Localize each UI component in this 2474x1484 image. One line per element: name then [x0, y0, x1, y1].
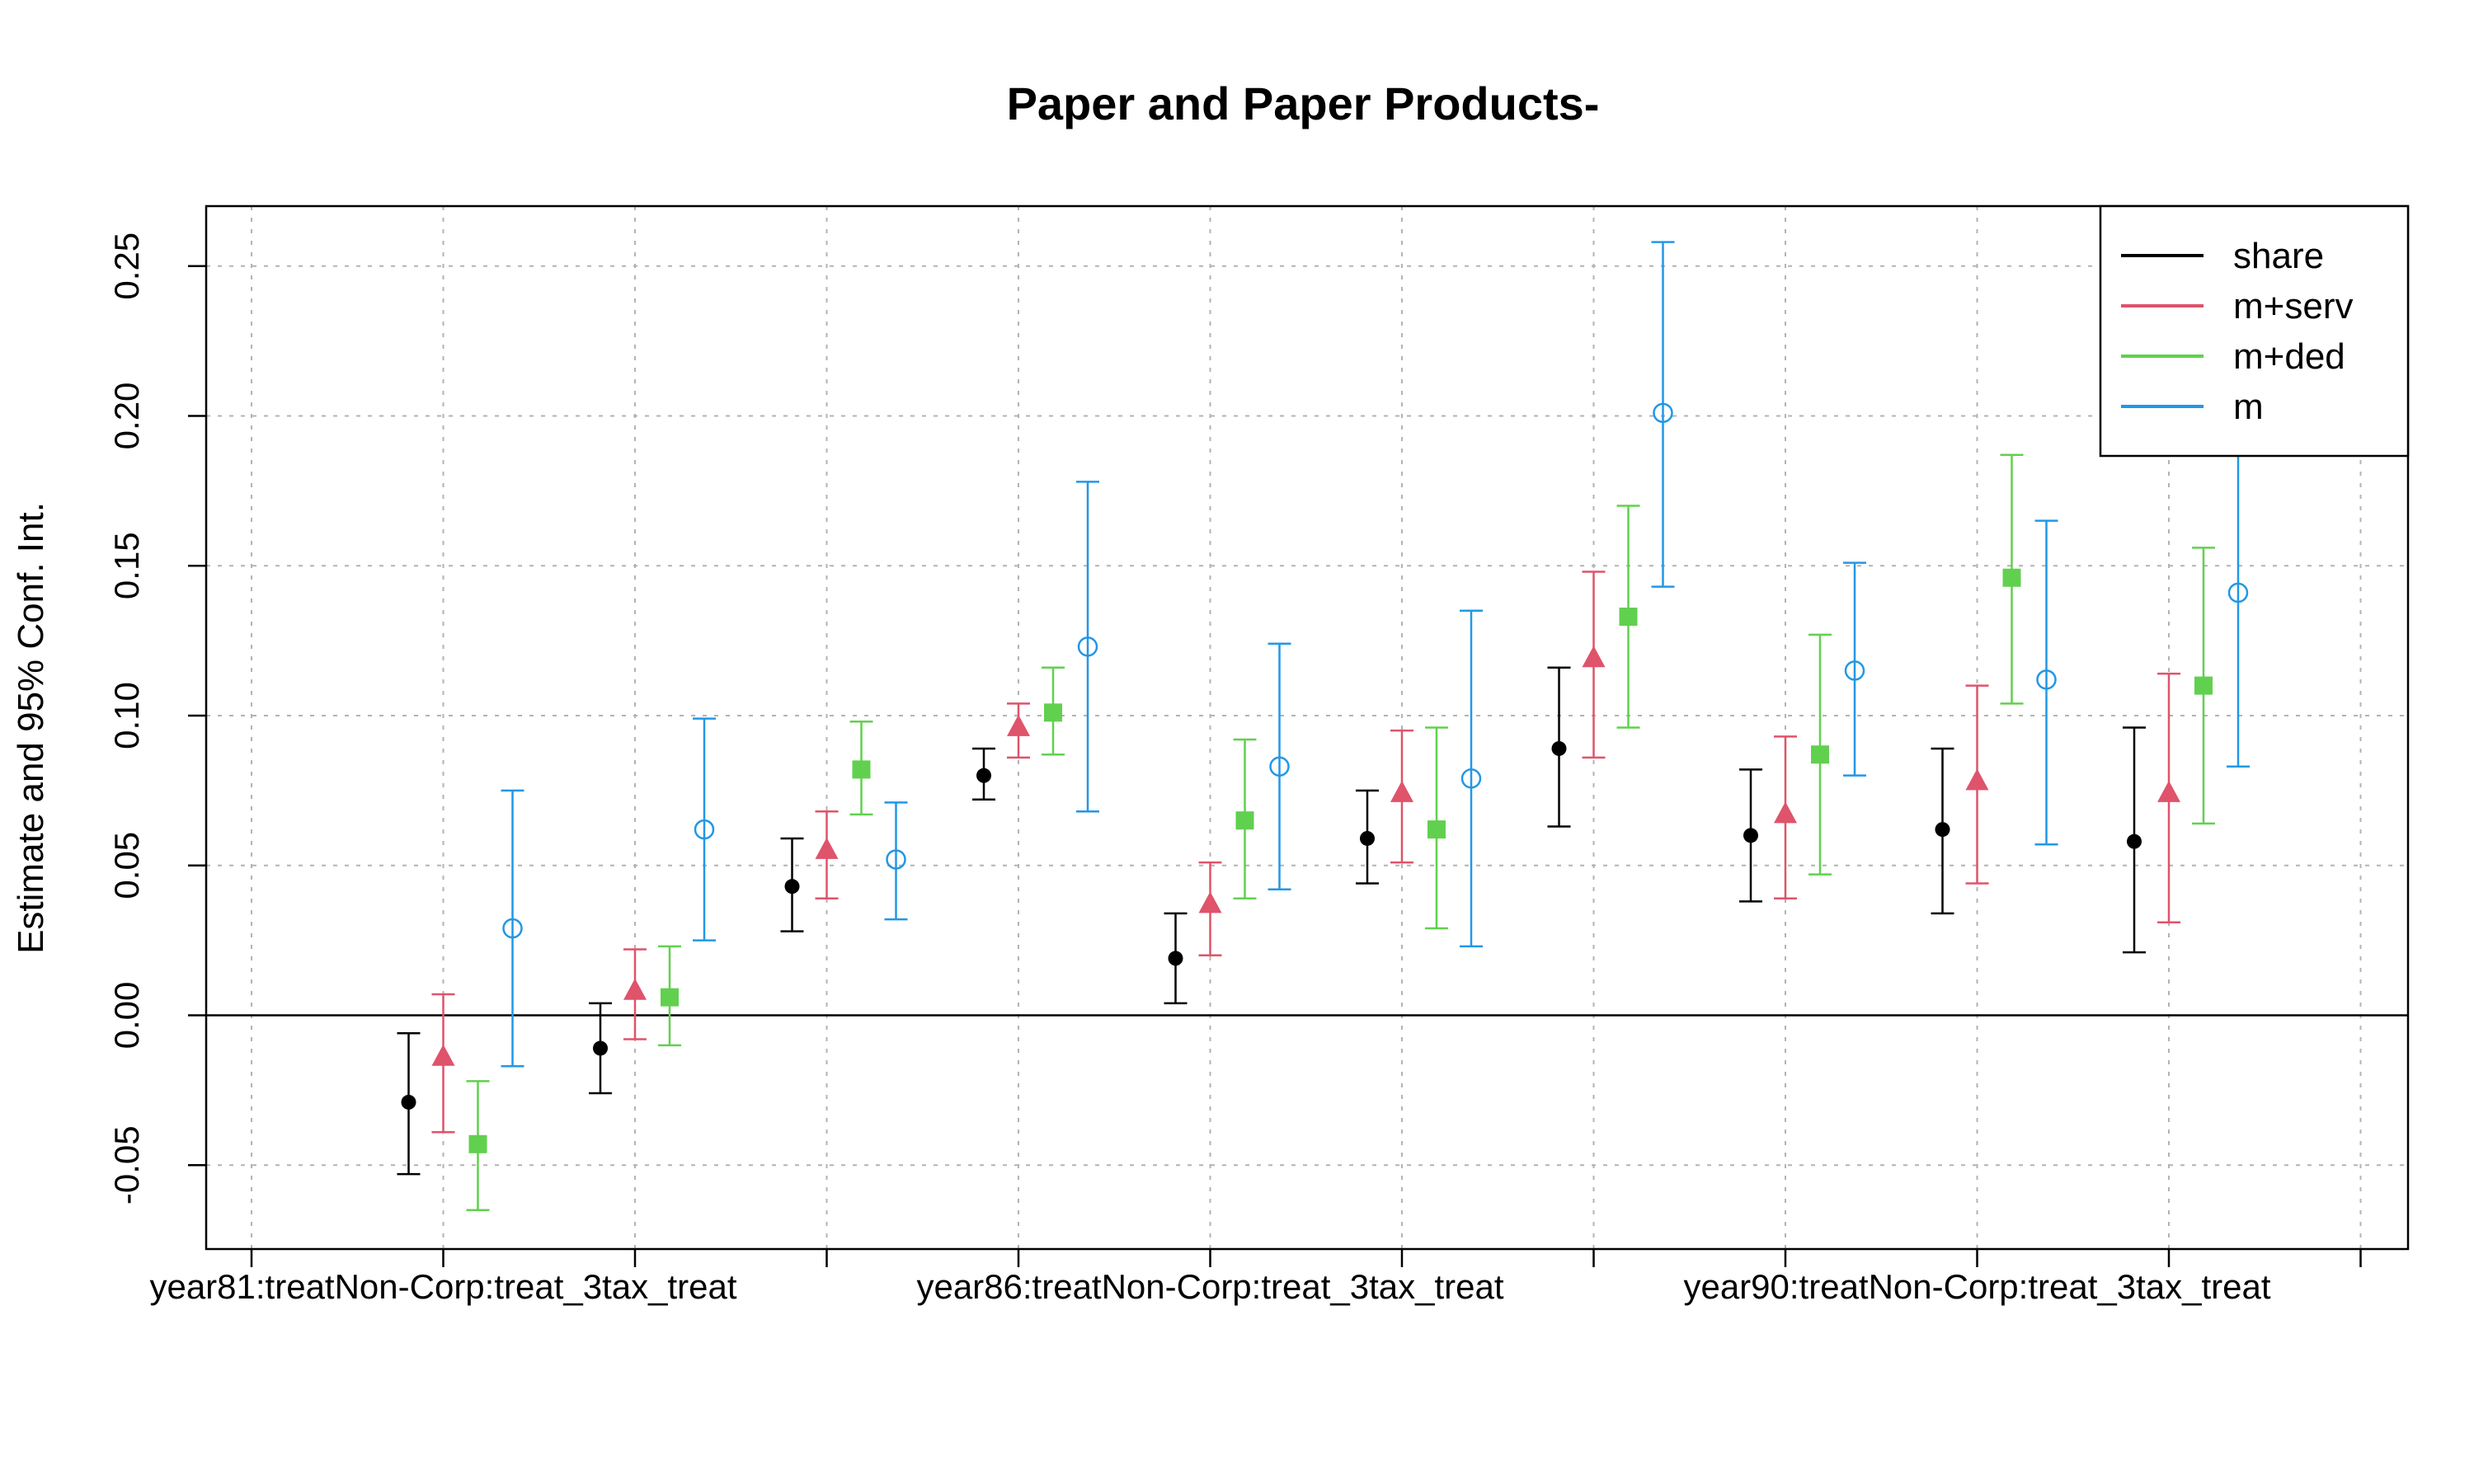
point-marker: [1935, 822, 1950, 838]
chart-title: Paper and Paper Products-: [1007, 77, 1600, 129]
point-marker: [2127, 834, 2142, 849]
point-marker: [694, 819, 715, 840]
point-marker: [661, 988, 679, 1007]
y-axis-label: Estimate and 95% Conf. Int.: [11, 502, 51, 954]
y-tick-label: 0.15: [107, 532, 146, 599]
point-marker: [401, 1094, 416, 1110]
point-marker: [784, 879, 800, 895]
point-marker: [1360, 830, 1375, 846]
point-marker: [1844, 660, 1865, 681]
point-marker: [468, 1134, 487, 1153]
point-marker: [1619, 608, 1638, 627]
series-m-serv: [431, 571, 2180, 1134]
point-marker: [1460, 768, 1482, 789]
point-marker: [2157, 780, 2180, 802]
point-marker: [886, 849, 906, 870]
point-marker: [1551, 740, 1567, 756]
x-tick-label: year81:treatNon-Corp:treat_3tax_treat: [149, 1267, 736, 1306]
point-marker: [2227, 582, 2249, 603]
point-marker: [1235, 811, 1254, 830]
point-marker: [623, 978, 647, 1000]
point-marker: [1269, 756, 1290, 777]
x-tick-label: year86:treatNon-Corp:treat_3tax_treat: [916, 1267, 1503, 1306]
point-marker: [1198, 891, 1222, 913]
plot-frame: [205, 204, 2410, 1251]
point-marker: [1168, 951, 1183, 966]
y-tick-label: 0.10: [107, 682, 146, 749]
point-marker: [2194, 676, 2213, 695]
y-tick-label: 0.05: [107, 832, 146, 899]
point-marker: [1582, 646, 1606, 668]
point-marker: [1811, 745, 1829, 764]
y-tick-label: 0.20: [107, 383, 146, 450]
point-marker: [1653, 402, 1673, 424]
point-marker: [1743, 828, 1758, 843]
data-series: [397, 241, 2250, 1211]
point-marker: [502, 918, 523, 939]
legend-label: m+ded: [2233, 336, 2345, 377]
legend-label: m: [2233, 387, 2264, 427]
point-marker: [976, 768, 991, 783]
point-marker: [431, 1044, 455, 1066]
point-marker: [1044, 703, 1062, 722]
series-share: [397, 666, 2146, 1176]
legend-label: share: [2233, 236, 2324, 276]
point-marker: [1965, 768, 1989, 791]
point-marker: [1390, 780, 1413, 802]
point-marker: [1077, 636, 1098, 657]
y-tick-label: 0.00: [107, 982, 146, 1050]
grid: [206, 206, 2408, 1249]
series-m: [501, 241, 2250, 1068]
point-marker: [1427, 820, 1446, 839]
point-marker: [2036, 669, 2057, 690]
point-marker: [815, 837, 839, 859]
point-marker: [1007, 714, 1030, 736]
legend-label: m+serv: [2233, 286, 2353, 326]
point-marker: [1774, 801, 1797, 824]
point-marker: [593, 1040, 608, 1056]
point-marker: [2002, 568, 2021, 587]
x-tick-label: year90:treatNon-Corp:treat_3tax_treat: [1683, 1267, 2270, 1306]
legend-box: [2099, 204, 2410, 458]
series-m-ded: [466, 453, 2215, 1211]
y-tick-label: -0.05: [107, 1125, 146, 1205]
legend: share m+serv m+ded m: [2099, 204, 2410, 458]
axes: -0.05 0.00 0.05 0.10 0.15 0.20 0.25 year81:trea…: [107, 232, 2408, 1306]
point-marker: [852, 760, 871, 779]
y-tick-label: 0.25: [107, 232, 146, 300]
